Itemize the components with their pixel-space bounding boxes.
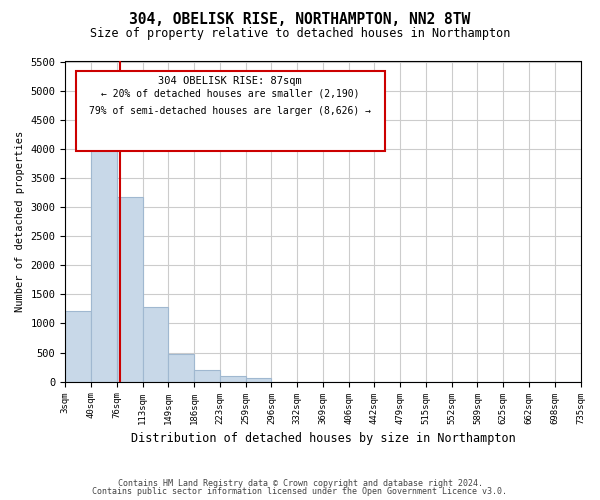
FancyBboxPatch shape [76, 71, 385, 151]
Y-axis label: Number of detached properties: Number of detached properties [15, 131, 25, 312]
Text: 304 OBELISK RISE: 87sqm: 304 OBELISK RISE: 87sqm [158, 76, 302, 86]
Text: Contains HM Land Registry data © Crown copyright and database right 2024.: Contains HM Land Registry data © Crown c… [118, 478, 482, 488]
Text: 304, OBELISK RISE, NORTHAMPTON, NN2 8TW: 304, OBELISK RISE, NORTHAMPTON, NN2 8TW [130, 12, 470, 28]
Bar [91, 132, 117, 382]
Bar [143, 307, 169, 382]
Text: ← 20% of detached houses are smaller (2,190): ← 20% of detached houses are smaller (2,… [101, 88, 359, 99]
Bar [169, 354, 194, 382]
Text: Contains public sector information licensed under the Open Government Licence v3: Contains public sector information licen… [92, 487, 508, 496]
Bar [220, 376, 245, 382]
Text: 79% of semi-detached houses are larger (8,626) →: 79% of semi-detached houses are larger (… [89, 106, 371, 116]
Text: Size of property relative to detached houses in Northampton: Size of property relative to detached ho… [90, 28, 510, 40]
Bar [245, 378, 271, 382]
Bar [65, 310, 91, 382]
Bar [194, 370, 220, 382]
Bar [117, 196, 143, 382]
X-axis label: Distribution of detached houses by size in Northampton: Distribution of detached houses by size … [131, 432, 515, 445]
